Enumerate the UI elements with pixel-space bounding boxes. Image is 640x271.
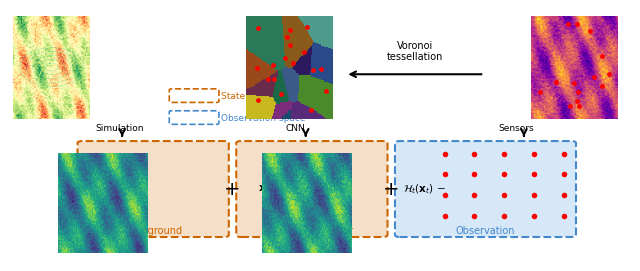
- Point: [535, 90, 545, 95]
- Point: [597, 54, 607, 59]
- Point: [568, 81, 579, 85]
- Point: [604, 72, 614, 76]
- Text: +: +: [383, 179, 399, 199]
- Point: [285, 28, 295, 33]
- Point: [563, 21, 573, 26]
- FancyBboxPatch shape: [77, 141, 229, 237]
- Point: [551, 80, 561, 84]
- Text: Inverse operator: Inverse operator: [271, 226, 353, 236]
- Text: Voronoi
tessellation: Voronoi tessellation: [387, 40, 443, 62]
- Point: [268, 63, 278, 67]
- Point: [269, 76, 279, 81]
- Point: [282, 34, 292, 39]
- Point: [276, 92, 286, 96]
- Text: $\mathcal{H}_t(\mathbf{x}_t)$ −: $\mathcal{H}_t(\mathbf{x}_t)$ −: [403, 182, 446, 196]
- Point: [589, 75, 599, 79]
- Point: [302, 24, 312, 29]
- Point: [308, 68, 318, 72]
- Point: [572, 22, 582, 27]
- FancyBboxPatch shape: [236, 141, 388, 237]
- Point: [263, 77, 273, 81]
- Point: [596, 84, 607, 88]
- Text: +: +: [224, 179, 241, 199]
- Point: [306, 108, 316, 112]
- Point: [565, 104, 575, 108]
- Text: Background: Background: [124, 226, 182, 236]
- Point: [316, 67, 326, 71]
- Point: [574, 104, 584, 108]
- Point: [572, 98, 582, 103]
- Point: [280, 56, 291, 60]
- Text: Simulation: Simulation: [95, 124, 143, 133]
- FancyBboxPatch shape: [395, 141, 576, 237]
- Point: [573, 90, 584, 94]
- Text: Observation: Observation: [456, 226, 515, 236]
- Text: State space: State space: [221, 92, 275, 101]
- Point: [586, 29, 596, 34]
- Text: $\mathbf{x}_t$ −: $\mathbf{x}_t$ −: [257, 183, 282, 195]
- Point: [253, 26, 263, 30]
- Text: CNN: CNN: [286, 124, 306, 133]
- Point: [321, 89, 332, 93]
- Point: [252, 66, 262, 70]
- Text: Sensors: Sensors: [499, 124, 534, 133]
- Text: Observation space: Observation space: [221, 114, 306, 122]
- Text: $\mathbf{x}_t$ −: $\mathbf{x}_t$ −: [99, 183, 124, 195]
- Point: [253, 98, 263, 102]
- Point: [288, 61, 298, 65]
- Point: [299, 50, 309, 54]
- Point: [285, 42, 295, 47]
